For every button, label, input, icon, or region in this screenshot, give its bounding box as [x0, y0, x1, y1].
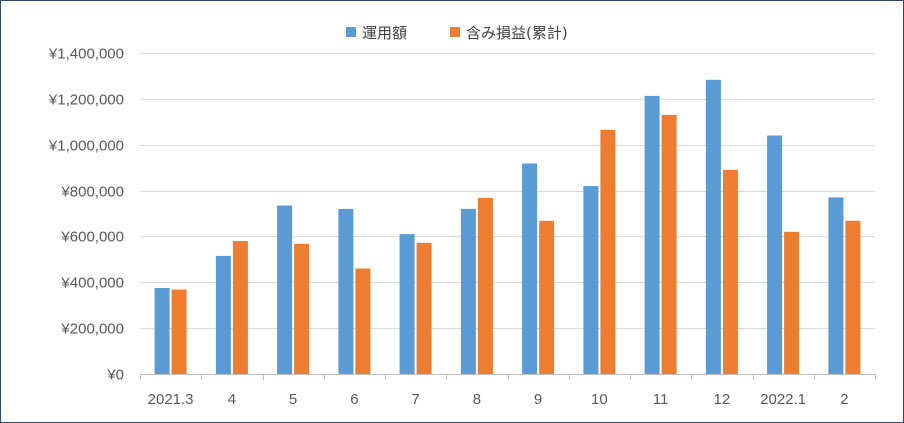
y-tick-label: ¥1,400,000: [48, 46, 124, 63]
x-tick-label: 9: [534, 391, 542, 408]
bar-series-1-8: [644, 95, 660, 375]
x-tick-label: 6: [350, 391, 358, 408]
bar-series-1-9: [705, 79, 721, 375]
x-tick-label: 11: [653, 391, 669, 408]
y-tick-label: ¥600,000: [60, 229, 124, 246]
bar-series-2-11: [845, 220, 861, 374]
bar-series-2-2: [294, 243, 310, 374]
y-tick-label: ¥1,000,000: [48, 138, 124, 155]
bar-series-1-4: [399, 234, 415, 374]
bar-series-2-1: [232, 241, 248, 374]
x-tick-label: 12: [714, 391, 731, 408]
bar-series-2-9: [722, 169, 738, 374]
bar-series-2-7: [600, 129, 616, 374]
y-tick-label: ¥0: [106, 367, 124, 384]
x-tick-label: 2: [840, 391, 848, 408]
bar-series-1-0: [154, 288, 170, 374]
bar-series-2-10: [784, 231, 800, 374]
bar-series-2-6: [539, 220, 555, 374]
bar-series-1-7: [583, 186, 599, 374]
x-tick-label: 2022.1: [760, 391, 806, 408]
bar-series-1-10: [767, 135, 783, 374]
y-tick-label: ¥200,000: [60, 321, 124, 338]
y-axis-labels: ¥0 ¥200,000 ¥400,000 ¥600,000 ¥800,000 ¥1,000…: [48, 46, 124, 384]
legend-swatch-series-2: [450, 27, 460, 37]
x-tick-label: 5: [289, 391, 297, 408]
x-tick-label: 8: [473, 391, 481, 408]
gridlines: [140, 53, 875, 329]
y-tick-label: ¥800,000: [60, 184, 124, 201]
legend-label-series-1: 運用額: [362, 24, 407, 42]
x-tick-label: 7: [411, 391, 419, 408]
x-tick-label: 4: [228, 391, 236, 408]
bar-series-1-5: [460, 208, 476, 374]
bar-series-1-6: [522, 163, 538, 374]
x-axis-labels: 2021.3 4 5 6 7 8 9 10 11 12 2022.1 2: [148, 391, 849, 408]
bar-series-1-2: [277, 205, 293, 374]
bar-series-1-3: [338, 208, 354, 374]
y-tick-label: ¥1,200,000: [48, 92, 124, 109]
legend-swatch-series-1: [346, 27, 356, 37]
y-tick-label: ¥400,000: [60, 275, 124, 292]
axes: [140, 374, 876, 380]
x-tick-label: 10: [591, 391, 608, 408]
bar-series-1-11: [828, 197, 844, 374]
x-tick-label: 2021.3: [148, 391, 194, 408]
bar-series-1-1: [215, 255, 231, 374]
bar-series-2-3: [355, 268, 371, 374]
legend-label-series-2: 含み損益(累計): [466, 24, 568, 42]
bar-series-2-5: [477, 197, 493, 374]
bar-series-2-8: [661, 114, 677, 375]
bar-series-2-0: [171, 289, 187, 374]
bars: [154, 79, 861, 375]
bar-series-2-4: [416, 242, 432, 374]
legend: 運用額 含み損益(累計): [346, 24, 568, 42]
